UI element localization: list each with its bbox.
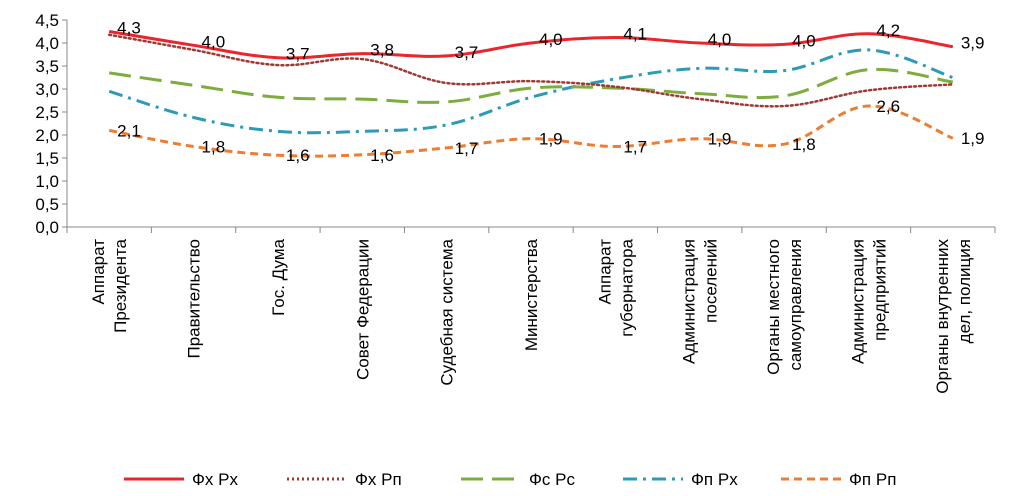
series-line: [108, 30, 954, 60]
data-label: 2,6: [876, 97, 900, 116]
data-label: 3,9: [961, 34, 985, 53]
series-line: [107, 33, 955, 108]
category-label: Администрация: [848, 239, 867, 364]
legend-label: Фс Рс: [529, 470, 575, 489]
legend-label: Фх Рх: [192, 470, 238, 489]
category-label: Гос. Дума: [269, 238, 288, 315]
data-label: 4,2: [876, 21, 900, 40]
data-label: 4,3: [117, 19, 141, 38]
y-tick-label: 1,0: [35, 172, 59, 191]
y-tick-label: 3,0: [35, 80, 59, 99]
data-label: 1,6: [286, 146, 310, 165]
series-line: [108, 104, 954, 158]
y-tick-label: 4,5: [35, 11, 59, 30]
category-label: поселений: [702, 239, 721, 323]
data-label: 1,8: [792, 135, 816, 154]
legend: Фх Рх Фх Рп Фс Рс Фп Рх Фп Рп: [124, 470, 896, 489]
data-label: 1,6: [370, 146, 394, 165]
y-tick-label: 2,5: [35, 103, 59, 122]
data-label: 3,8: [370, 41, 394, 60]
category-label: Президента: [111, 238, 130, 332]
data-label: 1,9: [961, 129, 985, 148]
data-label: 1,9: [539, 130, 563, 149]
category-label: Министерства: [522, 238, 541, 351]
y-tick-label: 0,5: [35, 195, 59, 214]
legend-label: Фх Рп: [355, 470, 402, 489]
data-label: 4,0: [792, 31, 816, 50]
x-axis-categories: Аппарат Президента Правительство Гос. Дума С…: [89, 238, 974, 393]
y-tick-label: 3,5: [35, 57, 59, 76]
legend-label: Фп Рп: [849, 470, 896, 489]
y-axis-ticks: 0,0 0,5 1,0 1,5 2,0 2,5 3,0 3,5 4,0 4,5: [35, 11, 67, 237]
category-label: Органы внутренних: [933, 239, 952, 394]
data-label: 4,0: [539, 30, 563, 49]
series-lines: [107, 30, 955, 158]
data-label: 4,0: [708, 30, 732, 49]
data-label: 1,7: [623, 138, 647, 157]
category-label: предприятий: [870, 239, 889, 341]
series-line: [108, 67, 954, 104]
category-label: Аппарат: [89, 239, 108, 305]
data-label: 3,7: [455, 43, 479, 62]
data-label: 3,7: [286, 45, 310, 64]
category-label: Администрация: [680, 239, 699, 364]
axes: [66, 20, 996, 233]
data-label: 1,7: [455, 139, 479, 158]
category-label: самоуправления: [786, 239, 805, 371]
y-tick-label: 4,0: [35, 34, 59, 53]
category-label: Совет Федерации: [353, 239, 372, 380]
y-tick-label: 1,5: [35, 149, 59, 168]
category-label: дел, полиция: [955, 239, 974, 343]
category-label: Аппарат: [595, 239, 614, 305]
category-label: Органы местного: [764, 239, 783, 375]
series-line: [108, 48, 954, 135]
y-tick-label: 0,0: [35, 218, 59, 237]
category-label: Судебная система: [438, 238, 457, 385]
data-label: 4,0: [202, 32, 226, 51]
data-label: 1,8: [202, 138, 226, 157]
y-tick-label: 2,0: [35, 126, 59, 145]
legend-label: Фп Рх: [691, 470, 738, 489]
category-label: Правительство: [185, 239, 204, 358]
data-label: 1,9: [708, 130, 732, 149]
data-label: 2,1: [117, 121, 141, 140]
category-label: губернатора: [617, 238, 636, 336]
data-labels: 4,3 4,0 3,7 3,8 3,7 4,0 4,1 4,0 4,0 4,2 3,9 2,1 1,8 1…: [117, 19, 984, 166]
data-label: 4,1: [623, 24, 647, 43]
